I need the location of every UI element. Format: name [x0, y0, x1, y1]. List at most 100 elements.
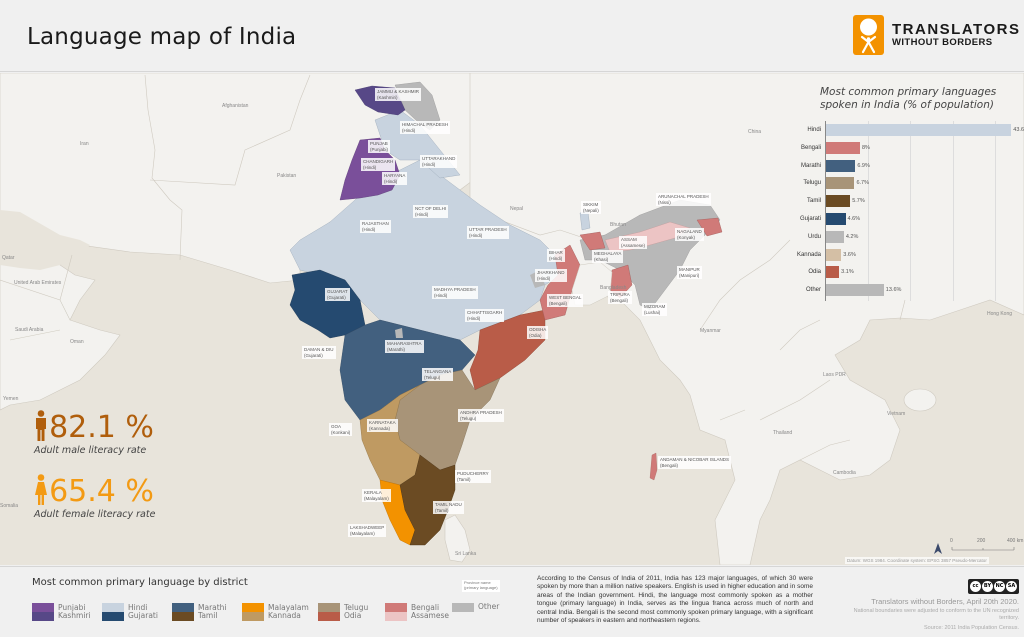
state-label[interactable]: LAKSHADWEEP (Malayalam) — [348, 524, 387, 538]
country-label: Thailand — [773, 430, 793, 436]
state-label[interactable]: KERALA (Malayalam) — [362, 489, 391, 503]
country-label: Qatar — [2, 255, 15, 261]
province-name-key: Province name (primary language) — [462, 580, 500, 592]
datum-note: Datum: WGS 1984. Coordinate system: EPSG… — [845, 557, 989, 564]
legend-label: Bengali Assamese — [411, 602, 449, 620]
country-label: Oman — [70, 339, 84, 345]
bar-row: Urdu 4.2% — [808, 230, 859, 244]
country-label: Iran — [80, 141, 89, 147]
state-label[interactable]: BIHAR (Hindi) — [547, 249, 565, 263]
country-label: Bangladesh — [600, 285, 627, 291]
bar-value-label: 4.2% — [845, 233, 859, 240]
female-literacy-label: Adult female literacy rate — [34, 509, 156, 520]
state-label[interactable]: ARUNACHAL PRADESH (Nissi) — [656, 193, 711, 207]
state-label[interactable]: MADHYA PRADESH (Hindi) — [432, 286, 478, 300]
bar — [826, 124, 1012, 136]
country-label: United Arab Emirates — [14, 280, 62, 286]
scale-tick: 200 — [977, 538, 986, 544]
state-label[interactable]: JHARKHAND (Hindi) — [535, 269, 567, 283]
state-label[interactable]: SIKKIM (Nepali) — [581, 201, 601, 215]
state-label[interactable]: ASSAM (Assamese) — [619, 236, 648, 250]
state-label[interactable]: CHANDIGARH (Hindi) — [361, 158, 396, 172]
map-area[interactable]: Afghanistan Iran Pakistan Qatar United A… — [0, 73, 1024, 565]
state-label[interactable]: JAMMU & KASHMIR (Kashmiri) — [375, 88, 422, 102]
state-label[interactable]: MANIPUR (Manipuri) — [677, 266, 702, 280]
north-arrow-icon — [934, 543, 942, 554]
bar — [826, 284, 884, 297]
legend-label: Other — [478, 602, 500, 611]
bar-category-label: Tamil — [806, 198, 821, 205]
nc-icon: NC — [994, 580, 1005, 592]
legend-swatch — [318, 603, 340, 621]
legend-item: Punjabi Kashmiri — [32, 603, 91, 621]
state-label[interactable]: MEGHALAYA (Khasi) — [592, 250, 624, 264]
state-label[interactable]: NAGALAND (Konyak) — [675, 228, 704, 242]
state-label[interactable]: ANDHRA PRADESH (Telugu) — [458, 409, 504, 423]
legend-swatch — [452, 603, 474, 612]
legend-label: Punjabi Kashmiri — [58, 602, 91, 620]
bar-row: Marathi 6.9% — [801, 159, 870, 173]
scale-tick: 0 — [950, 538, 953, 544]
state-label[interactable]: WEST BENGAL (Bengali) — [547, 294, 584, 308]
scale-tick: 400 km — [1007, 538, 1024, 544]
twb-logo: TRANSLATORS WITHOUT BORDERS — [853, 15, 1020, 55]
bar-row: Odia 3.1% — [808, 265, 854, 279]
logo-line2: WITHOUT BORDERS — [892, 37, 993, 49]
map-canvas — [0, 73, 1024, 565]
state-label[interactable]: CHHATTISGARH (Hindi) — [465, 309, 505, 323]
bar-category-label: Marathi — [800, 162, 821, 169]
state-label[interactable]: TAMIL NADU (Tamil) — [433, 501, 464, 515]
logo-line1: TRANSLATORS — [892, 21, 1021, 39]
bar-category-label: Urdu — [807, 233, 821, 240]
bar-category-label: Telugu — [803, 180, 821, 187]
logo-icon — [853, 15, 884, 55]
state-label[interactable]: MAHARASHTRA (Marathi) — [385, 340, 424, 354]
state-label[interactable]: MIZORAM (Lushai) — [642, 303, 668, 317]
country-label: Cambodia — [833, 470, 856, 476]
legend-swatch — [172, 603, 194, 621]
bar-value-label: 3.1% — [841, 269, 854, 276]
bar — [826, 141, 860, 154]
state-label[interactable]: RAJASTHAN (Hindi) — [360, 220, 391, 234]
cc-license-badge[interactable]: cc BY NC SA — [968, 578, 1019, 594]
legend-item: Bengali Assamese — [385, 603, 449, 621]
state-label[interactable]: PUDUCHERRY (Tamil) — [455, 470, 491, 484]
cc-icon: cc — [970, 580, 981, 592]
state-label[interactable]: DAMAN & DIU (Gujarati) — [302, 346, 336, 360]
bar-value-label: 3.6% — [843, 251, 856, 258]
state-label[interactable]: HARYANA (Hindi) — [382, 172, 408, 186]
bar-value-label: 13.6% — [885, 287, 902, 294]
bar-category-label: Kannada — [796, 251, 821, 258]
state-label[interactable]: PUNJAB (Punjabi) — [368, 140, 391, 154]
footer: Most common primary language by district… — [0, 566, 1024, 637]
legend-item: Malayalam Kannada — [242, 603, 309, 621]
state-label[interactable]: UTTARAKHAND (Hindi) — [420, 155, 458, 169]
country-label: Hong Kong — [987, 311, 1013, 317]
chart-plot: Hindi 43.6% Bengali 8% Marathi 6.9% Telugu 6.7%… — [797, 121, 1024, 301]
state-label[interactable]: NCT OF DELHI (Hindi) — [413, 205, 449, 219]
legend-item: Marathi Tamil — [172, 603, 227, 621]
bar-category-label: Gujarati — [799, 216, 821, 222]
male-literacy-value: 82.1 % — [49, 410, 154, 445]
legend-item: Other — [452, 602, 500, 612]
legend-swatch — [385, 603, 407, 621]
bar — [826, 248, 842, 261]
state-label[interactable]: TELANGANA (Telugu) — [422, 368, 454, 382]
bar — [826, 230, 844, 243]
description-text: According to the Census of India of 2011… — [537, 575, 813, 625]
male-literacy-label: Adult male literacy rate — [34, 445, 147, 456]
state-label[interactable]: KARNATAKA (Kannada) — [367, 419, 398, 433]
state-label[interactable]: GOA (Konkani) — [329, 423, 353, 437]
state-label[interactable]: GUJARAT (Gujarati) — [325, 288, 350, 302]
state-label[interactable]: UTTAR PRADESH (Hindi) — [467, 226, 509, 240]
country-label: Bhutan — [610, 222, 626, 228]
bar-value-label: 4.6% — [847, 216, 861, 222]
chart-title: Most common primary languages spoken in I… — [820, 86, 997, 112]
legend-title: Most common primary language by district — [32, 577, 248, 588]
language-bar-chart: Most common primary languages spoken in I… — [770, 84, 1024, 304]
state-label[interactable]: ODISHA (Odia) — [527, 326, 549, 340]
bar-value-label: 6.7% — [856, 180, 870, 187]
state-label[interactable]: TRIPURA (Bengali) — [608, 291, 632, 305]
state-label[interactable]: HIMACHAL PRADESH (Hindi) — [400, 121, 451, 135]
state-label[interactable]: ANDAMAN & NICOBAR ISLANDS (Bengali) — [658, 456, 732, 470]
